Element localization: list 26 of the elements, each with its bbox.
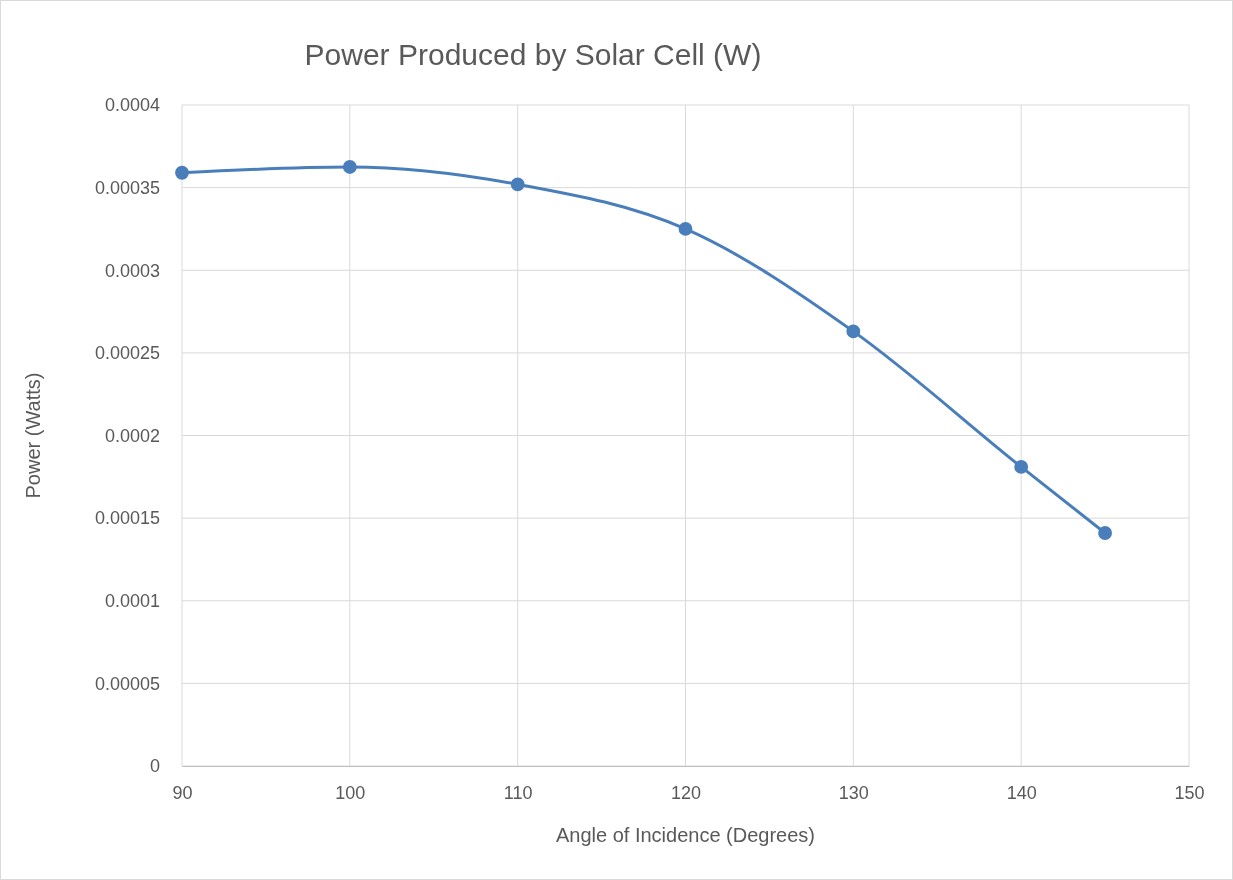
x-tick-label: 120 [670,782,702,803]
y-axis-title: Power (Watts) [22,372,44,499]
point [342,160,357,174]
y-tick-label: 0.0004 [104,95,160,116]
x-axis-title: Angle of Incidence (Degrees) [555,824,816,846]
point [1098,526,1112,540]
x-tick-label: 140 [1006,782,1037,803]
point [846,324,861,339]
point [678,222,693,236]
y-tick-label: 0.0003 [104,260,160,281]
x-tick-label: 150 [1174,782,1205,803]
x-tick-label: 100 [335,782,366,803]
point [510,177,525,192]
x-tick-label: 90 [172,782,193,803]
y-tick-label: 0.00015 [94,508,160,529]
x-tick-label: 110 [503,782,533,803]
point [1014,460,1029,474]
y-tick-label: 0 [149,756,160,777]
y-tick-label: 0.0002 [104,425,160,446]
y-tick-label: 0.00025 [94,343,160,364]
y-tick-label: 0.00035 [94,177,160,198]
y-tick-label: 0.00005 [94,673,160,694]
y-tick-label: 0.0001 [104,591,160,612]
chart-title: Power Produced by Solar Cell (W) [304,38,762,71]
x-tick-label: 130 [838,782,869,803]
point [175,165,189,180]
